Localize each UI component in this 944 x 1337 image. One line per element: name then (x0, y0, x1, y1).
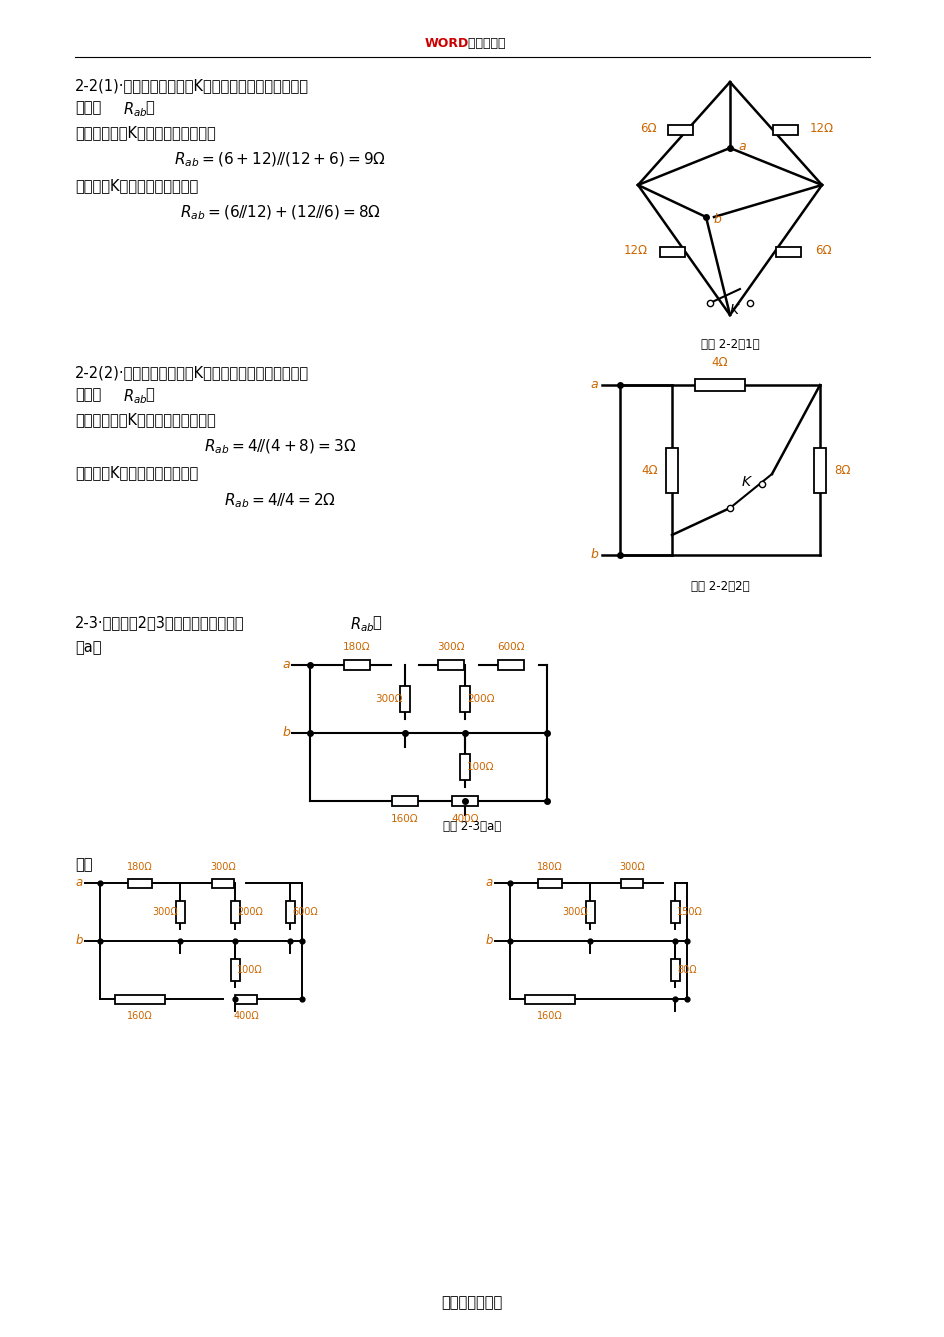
Text: 4Ω: 4Ω (711, 356, 728, 369)
Text: $R_{ab}=4/\!/(4+8)=3\Omega$: $R_{ab}=4/\!/(4+8)=3\Omega$ (204, 439, 356, 456)
Text: 160Ω: 160Ω (391, 814, 418, 824)
Bar (285, 901, 295, 923)
Bar (344, 660, 370, 670)
Bar (585, 901, 594, 923)
Text: 80Ω: 80Ω (676, 965, 696, 975)
Text: 学习参考好帮手: 学习参考好帮手 (441, 1296, 502, 1310)
Bar (666, 124, 692, 135)
Bar (775, 247, 800, 257)
Text: 2-2(1)·求图示电路在开关K断开和闭合两种状态下的等: 2-2(1)·求图示电路在开关K断开和闭合两种状态下的等 (75, 78, 309, 94)
Text: 6Ω: 6Ω (640, 122, 656, 135)
Text: b: b (76, 935, 83, 948)
Bar (392, 796, 417, 806)
Text: 2-3·试求题图2－3所示电路的等效电阻: 2-3·试求题图2－3所示电路的等效电阻 (75, 615, 244, 630)
Text: a: a (590, 378, 598, 392)
Text: 解：先求开关K断开后的等效电阻：: 解：先求开关K断开后的等效电阻： (75, 124, 215, 140)
Bar (399, 686, 410, 713)
Text: a: a (485, 877, 493, 889)
Bar (813, 448, 825, 492)
Text: （a）: （a） (75, 640, 101, 655)
Text: 300Ω: 300Ω (375, 694, 402, 705)
Text: 100Ω: 100Ω (237, 965, 262, 975)
Text: 400Ω: 400Ω (233, 1011, 259, 1021)
Text: 。: 。 (144, 386, 154, 402)
Bar (235, 995, 257, 1004)
Text: a: a (282, 659, 290, 671)
Bar (620, 878, 642, 888)
Text: 再求开关K闭合后的等效电阻：: 再求开关K闭合后的等效电阻： (75, 465, 198, 480)
Text: $R_{ab}=(6/\!/12)+(12/\!/6)=8\Omega$: $R_{ab}=(6/\!/12)+(12/\!/6)=8\Omega$ (179, 205, 380, 222)
Text: b: b (485, 935, 493, 948)
Text: 题图 2-2（2）: 题图 2-2（2） (690, 580, 749, 594)
Text: 180Ω: 180Ω (343, 642, 370, 652)
Text: 2-2(2)·求图示电路在开关K断开和闭合两种状态下的等: 2-2(2)·求图示电路在开关K断开和闭合两种状态下的等 (75, 365, 309, 380)
Text: b: b (714, 213, 721, 226)
Text: 题图 2-2（1）: 题图 2-2（1） (700, 338, 759, 352)
Bar (771, 124, 797, 135)
Text: 200Ω: 200Ω (466, 694, 494, 705)
Text: 题图 2-3（a）: 题图 2-3（a） (443, 820, 500, 833)
Text: 600Ω: 600Ω (292, 906, 317, 917)
Bar (666, 448, 677, 492)
Bar (497, 660, 523, 670)
Text: 效电阻: 效电阻 (75, 100, 101, 115)
Text: a: a (76, 877, 83, 889)
Text: $R_{ab}=4/\!/4=2\Omega$: $R_{ab}=4/\!/4=2\Omega$ (224, 491, 335, 509)
Bar (127, 878, 152, 888)
Bar (460, 686, 469, 713)
Bar (525, 995, 574, 1004)
Text: 300Ω: 300Ω (152, 906, 177, 917)
Text: 300Ω: 300Ω (618, 862, 644, 872)
Bar (115, 995, 165, 1004)
Text: 180Ω: 180Ω (127, 862, 153, 872)
Bar (176, 901, 184, 923)
Bar (460, 754, 469, 779)
Bar (230, 959, 239, 981)
Text: 600Ω: 600Ω (497, 642, 524, 652)
Bar (670, 959, 679, 981)
Text: 400Ω: 400Ω (451, 814, 479, 824)
Text: b: b (589, 548, 598, 562)
Text: 解：先求开关K断开后的等效电阻：: 解：先求开关K断开后的等效电阻： (75, 412, 215, 427)
Text: 150Ω: 150Ω (676, 906, 702, 917)
Text: 180Ω: 180Ω (536, 862, 563, 872)
Bar (230, 901, 239, 923)
Bar (694, 378, 744, 390)
Text: 格式整理版: 格式整理版 (464, 37, 505, 49)
Text: 12Ω: 12Ω (809, 122, 834, 135)
Text: 。: 。 (144, 100, 154, 115)
Text: K: K (741, 475, 750, 489)
Bar (670, 901, 679, 923)
Text: 300Ω: 300Ω (437, 642, 464, 652)
Text: 12Ω: 12Ω (623, 243, 648, 257)
Text: 。: 。 (372, 615, 380, 630)
Text: 200Ω: 200Ω (237, 906, 262, 917)
Text: 8Ω: 8Ω (834, 464, 850, 476)
Text: K: K (729, 303, 738, 317)
Text: b: b (282, 726, 290, 739)
Text: WORD: WORD (425, 37, 469, 49)
Bar (659, 247, 683, 257)
Text: $R_{ab}$: $R_{ab}$ (349, 615, 374, 634)
Text: 解：: 解： (75, 857, 93, 872)
Bar (437, 660, 464, 670)
Text: 160Ω: 160Ω (127, 1011, 153, 1021)
Bar (211, 878, 234, 888)
Text: 4Ω: 4Ω (641, 464, 657, 476)
Text: 效电阻: 效电阻 (75, 386, 101, 402)
Text: 300Ω: 300Ω (210, 862, 236, 872)
Text: $R_{ab}=(6+12)/\!/(12+6)=9\Omega$: $R_{ab}=(6+12)/\!/(12+6)=9\Omega$ (174, 151, 385, 170)
Text: 300Ω: 300Ω (562, 906, 587, 917)
Text: 160Ω: 160Ω (536, 1011, 563, 1021)
Text: 再求开关K闭合后的等效电阻：: 再求开关K闭合后的等效电阻： (75, 178, 198, 193)
Text: a: a (737, 140, 745, 152)
Bar (537, 878, 562, 888)
Text: $R_{ab}$: $R_{ab}$ (123, 100, 147, 119)
Text: $R_{ab}$: $R_{ab}$ (123, 386, 147, 405)
Text: 100Ω: 100Ω (466, 762, 494, 771)
Bar (451, 796, 478, 806)
Text: 6Ω: 6Ω (814, 243, 831, 257)
